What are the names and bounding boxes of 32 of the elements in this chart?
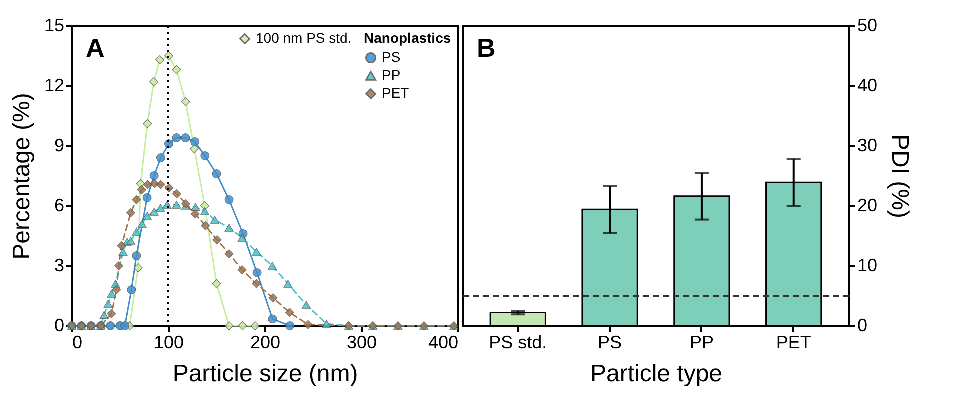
x-tick-label: PET (776, 332, 812, 352)
y-tick-label: 10 (858, 256, 878, 276)
y-tick-label: 12 (44, 76, 64, 96)
x-tick-label: PP (690, 332, 714, 352)
y-tick-label: 15 (44, 16, 64, 36)
y-tick-label: 20 (858, 196, 878, 216)
x-axis-title: Particle type (590, 360, 723, 388)
x-axis-title: Particle size (nm) (172, 360, 358, 388)
y-tick-label: 0 (54, 316, 64, 336)
y-tick-label: 6 (54, 196, 64, 216)
x-tick-label: 300 (346, 332, 378, 352)
x-tick-label: PS (598, 332, 622, 352)
y-axis-title: Percentage (%) (8, 93, 36, 260)
annotation: A (86, 33, 105, 63)
legend-label: PET (382, 85, 410, 101)
legend-title: Nanoplastics (364, 30, 452, 46)
legend-label: PS (382, 49, 401, 65)
y-tick-label: 9 (54, 136, 64, 156)
annotation: B (477, 33, 496, 63)
x-tick-label: 0 (72, 332, 83, 352)
x-tick-label: 100 (154, 332, 184, 352)
y-tick-label: 30 (858, 136, 878, 156)
y-tick-label: 40 (858, 76, 878, 96)
legend-label: 100 nm PS std. (256, 30, 352, 46)
x-tick-label: 400 (428, 332, 458, 352)
y-tick-label: 3 (54, 256, 64, 276)
y-tick-label: 50 (858, 16, 878, 36)
y-tick-label: 0 (858, 316, 868, 336)
x-tick-label: PS std. (489, 332, 548, 352)
legend-label: PP (382, 67, 401, 83)
x-tick-label: 200 (250, 332, 281, 352)
y-axis-title: PDI (%) (886, 134, 914, 218)
